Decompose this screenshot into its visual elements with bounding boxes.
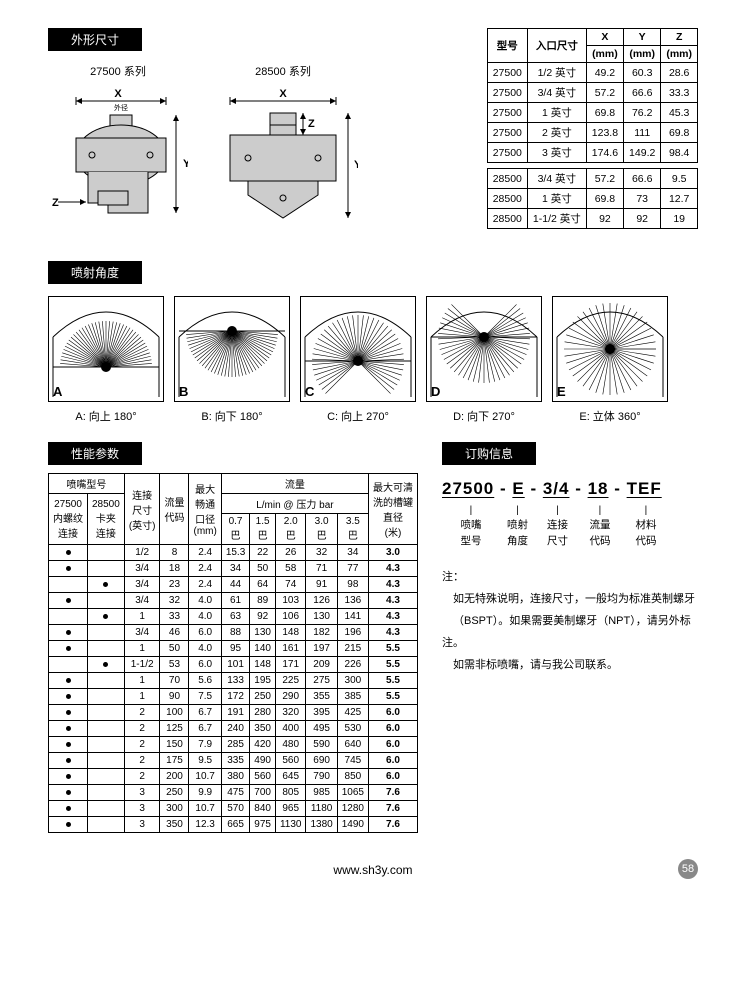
spray-angle-item: CC: 向上 270° bbox=[300, 296, 416, 424]
svg-text:外径: 外径 bbox=[114, 103, 128, 112]
spray-angle-item: DD: 向下 270° bbox=[426, 296, 542, 424]
svg-text:Z: Z bbox=[308, 118, 315, 130]
page-number: 58 bbox=[678, 859, 698, 879]
section-header-dimensions: 外形尺寸 bbox=[48, 28, 142, 51]
dimension-table: 型号入口尺寸XYZ(mm)(mm)(mm)275001/2 英寸49.260.3… bbox=[487, 28, 698, 229]
diagram-27500: 27500 系列 X 外径 bbox=[48, 63, 188, 243]
order-code: 27500 - E - 3/4 - 18 - TEF bbox=[442, 479, 698, 499]
dimension-table-wrap: 型号入口尺寸XYZ(mm)(mm)(mm)275001/2 英寸49.260.3… bbox=[487, 28, 698, 243]
spray-icons: AA: 向上 180°BB: 向下 180°CC: 向上 270°DD: 向下 … bbox=[48, 296, 698, 424]
svg-text:X: X bbox=[279, 88, 287, 100]
note-line: （BSPT）。如果需要美制螺牙（NPT），请另外标注。 bbox=[442, 610, 698, 654]
order-labels: |喷嘴型号|喷射角度|连接尺寸|流量代码|材料代码 bbox=[442, 503, 698, 550]
note-title: 注： bbox=[442, 566, 698, 588]
section-header-perf: 性能参数 bbox=[48, 442, 142, 465]
note-line: 如无特殊说明，连接尺寸，一般均为标准英制螺牙 bbox=[442, 588, 698, 610]
note-line: 如需非标喷嘴，请与我公司联系。 bbox=[442, 654, 698, 676]
spray-angle-item: EE: 立体 360° bbox=[552, 296, 668, 424]
footer: www.sh3y.com 58 bbox=[48, 863, 698, 877]
series-27500-label: 27500 系列 bbox=[90, 66, 146, 78]
series-28500-label: 28500 系列 bbox=[255, 66, 311, 78]
spray-angle-item: AA: 向上 180° bbox=[48, 296, 164, 424]
spray-angle-item: BB: 向下 180° bbox=[174, 296, 290, 424]
svg-text:X: X bbox=[114, 88, 122, 100]
svg-text:Z: Z bbox=[52, 197, 59, 209]
order-note: 注： 如无特殊说明，连接尺寸，一般均为标准英制螺牙 （BSPT）。如果需要美制螺… bbox=[442, 566, 698, 676]
diagram-28500: 28500 系列 X bbox=[208, 63, 358, 243]
svg-text:Y: Y bbox=[354, 159, 358, 171]
section-header-order: 订购信息 bbox=[442, 442, 536, 465]
performance-table: 喷嘴型号连接尺寸(英寸)流量代码最大畅通口径(mm)流量最大可清洗的槽罐直径(米… bbox=[48, 473, 418, 833]
footer-url: www.sh3y.com bbox=[333, 863, 412, 877]
svg-text:Y: Y bbox=[183, 158, 188, 170]
section-header-spray: 喷射角度 bbox=[48, 261, 142, 284]
